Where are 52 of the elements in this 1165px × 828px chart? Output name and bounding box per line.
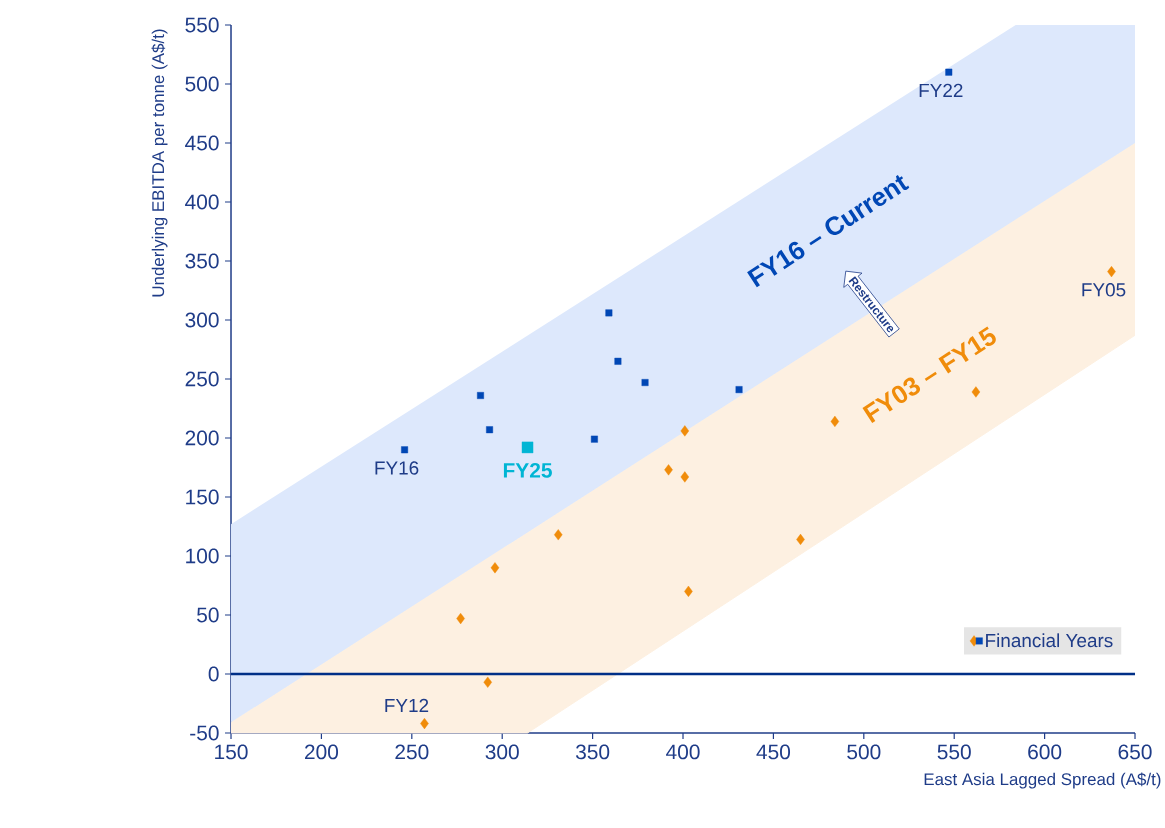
y-tick-label: 450 (185, 135, 219, 151)
y-tick-label: 500 (185, 76, 219, 92)
y-tick-label: 400 (185, 194, 219, 210)
y-tick-label: 150 (186, 489, 219, 505)
x-tick-label: 400 (666, 744, 700, 760)
point (735, 386, 743, 394)
x-tick-label: 650 (1118, 744, 1152, 760)
y-tick-label: 100 (186, 548, 219, 564)
y-tick-label: 550 (185, 17, 219, 33)
legend-label: Financial Years (986, 633, 1113, 648)
x-tick-label: 300 (485, 744, 519, 760)
y-tick-label: 350 (185, 253, 219, 269)
x-tick-label: 450 (756, 744, 791, 760)
point (684, 585, 693, 597)
annotation: FY22 (919, 83, 963, 97)
y-tick-label: 200 (185, 430, 219, 446)
x-tick-label: 200 (305, 744, 339, 760)
x-axis-title: East Asia Lagged Spread (A$/t) (924, 772, 1161, 789)
point (521, 441, 534, 454)
point (945, 68, 953, 76)
point (680, 471, 690, 483)
point (830, 415, 840, 428)
point (490, 562, 500, 574)
annotation: FY05 (1082, 283, 1126, 297)
point (477, 392, 484, 399)
point (483, 676, 492, 688)
x-tick-label: 150 (215, 744, 248, 760)
x-tick-label: 350 (575, 744, 610, 760)
point (971, 386, 981, 398)
annotation: FY16 (375, 461, 419, 475)
point (1107, 266, 1116, 278)
point (486, 426, 493, 434)
point (605, 309, 613, 317)
y-axis-title: Underlying EBITDA per tonne (A$/t) (151, 29, 168, 297)
y-tick-label: 250 (185, 371, 219, 387)
point (664, 464, 673, 476)
annotation: FY12 (385, 698, 429, 713)
x-tick-label: 550 (937, 744, 971, 760)
point (680, 425, 690, 437)
x-tick-label: 600 (1028, 744, 1062, 760)
x-tick-label: 250 (395, 744, 429, 760)
point (554, 529, 563, 541)
y-tick-label: 0 (208, 666, 219, 682)
point (614, 357, 622, 365)
y-tick-label: -50 (190, 725, 219, 741)
point (641, 379, 649, 386)
point (590, 435, 598, 443)
series-label: FY25 (503, 462, 552, 478)
y-tick-label: 50 (197, 607, 219, 623)
x-tick-label: 500 (847, 744, 881, 760)
point (401, 446, 409, 454)
y-tick-label: 300 (185, 312, 219, 328)
